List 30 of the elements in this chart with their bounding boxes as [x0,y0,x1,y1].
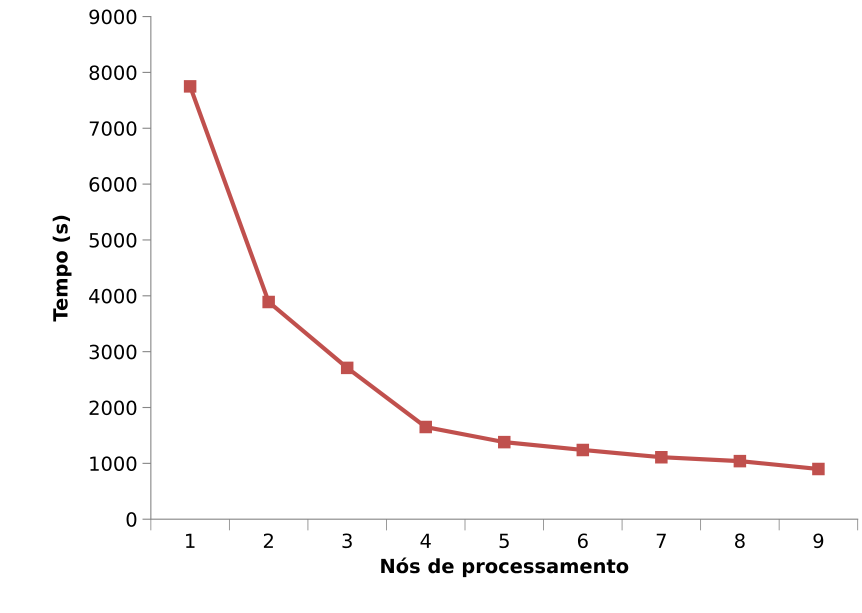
x-tick-label: 4 [420,534,431,548]
x-tick-label: 8 [735,533,745,548]
y-tick-label: 9000 [89,10,136,24]
x-tick-label: 6 [578,533,588,548]
point [184,80,196,93]
x-tick-label: 9 [813,533,824,548]
x-tick-label: 5 [500,534,509,548]
y-tick-label: 3000 [90,344,136,360]
point [812,462,825,476]
y-tick-label: 5000 [90,232,136,248]
point [340,362,354,374]
y-tick-label: 8000 [89,65,136,80]
point [419,420,432,434]
x-tick-label: 1 [186,534,195,548]
y-tick-label: 4000 [89,288,136,304]
y-tick-label: 2000 [90,400,136,416]
y-tick-label: 7000 [90,121,136,136]
y-axis-title: Tempo (s) [52,216,72,322]
point [262,296,275,308]
point [498,436,511,448]
x-tick-label: 7 [656,534,666,548]
x-tick-label: 3 [342,533,352,548]
y-tick-label: 0 [126,512,136,527]
x-axis-title: Nós de processamento [381,557,628,578]
point [576,444,590,456]
point [734,454,746,468]
y-tick-label: 6000 [90,177,136,192]
x-tick-label: 2 [264,533,273,548]
point [655,450,668,464]
y-tick-label: 1000 [90,456,136,472]
